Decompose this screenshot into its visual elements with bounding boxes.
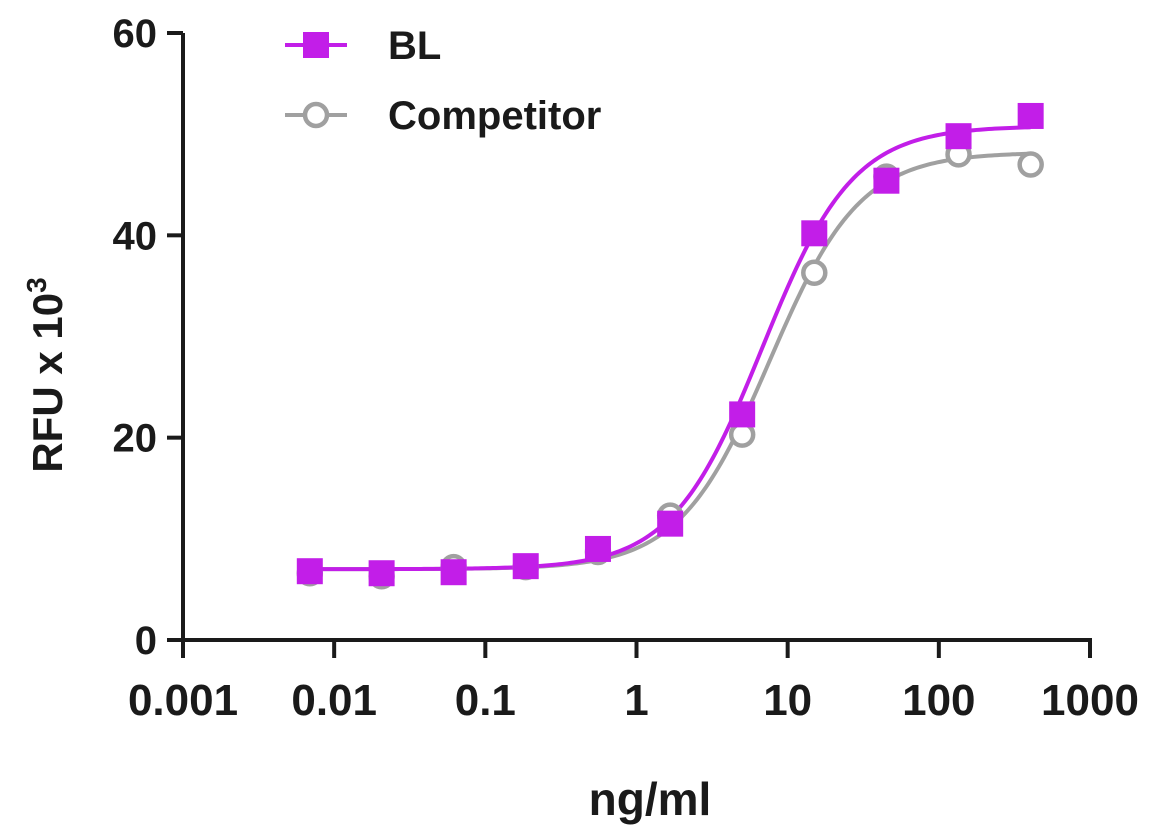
legend-marker [302,101,330,129]
x-tick-label: 0.01 [291,676,377,725]
x-axis-title: ng/ml [589,773,712,825]
data-points [296,102,1044,590]
data-point-bl [512,553,539,580]
y-axis-title-superscript: 3 [21,277,52,293]
y-tick-label: 40 [113,214,158,258]
y-tick-label: 20 [113,417,158,461]
legend-item-bl: BL [285,24,441,68]
data-point-bl [368,560,395,587]
x-tick-label: 10 [763,676,812,725]
y-axis-title-text: RFU x 10 [24,293,71,473]
data-point-competitor [801,259,828,287]
legend-label: BL [388,24,441,68]
data-point-bl [801,220,828,247]
y-axis-title: RFU x 103 [21,277,71,472]
legend-item-competitor: Competitor [285,94,601,138]
data-point-bl [440,559,467,586]
x-tick-label: 100 [902,676,975,725]
data-point-bl [945,123,972,150]
data-point-bl [657,510,684,537]
data-point-bl [1017,102,1044,129]
data-point-bl [873,167,900,194]
legend-marker [303,32,329,58]
x-tick-label: 1000 [1041,676,1139,725]
data-point-bl [296,558,323,585]
x-tick-label: 0.001 [128,676,238,725]
x-tick-label: 0.1 [455,676,516,725]
data-point-competitor [1017,151,1044,178]
legend-label: Competitor [388,94,601,138]
data-point-bl [729,401,756,428]
y-tick-label: 60 [113,12,158,56]
axes: 0 20 40 60 0.001 0.01 0.1 1 10 100 1000 [113,12,1139,725]
y-tick-label: 0 [135,619,157,663]
data-point-bl [584,535,611,562]
x-tick-label: 1 [624,676,648,725]
legend: BL Competitor [285,24,601,138]
